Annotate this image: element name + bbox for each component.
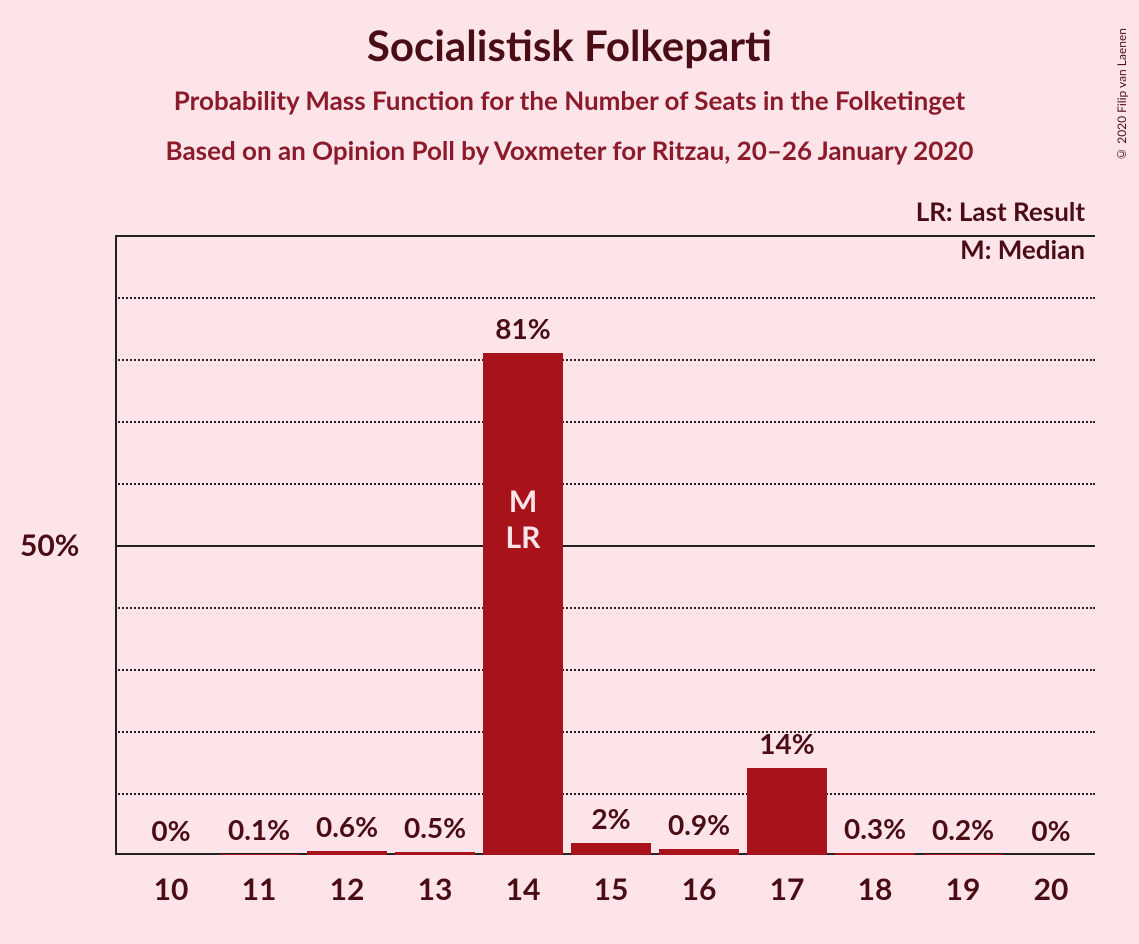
bar [835,853,915,855]
bar-value-label: 0% [151,813,190,847]
grid-line-minor [115,607,1095,609]
grid-line-minor [115,669,1095,671]
grid-line-minor [115,483,1095,485]
grid-line-minor [115,421,1095,423]
x-axis-tick-label: 18 [858,871,893,907]
bar-value-label: 0.2% [932,812,994,846]
bar [747,768,827,855]
y-axis-label-50: 50% [20,527,79,563]
chart-subtitle-2: Based on an Opinion Poll by Voxmeter for… [0,134,1139,166]
grid-line-minor [115,359,1095,361]
x-axis-tick-label: 13 [418,871,453,907]
median-lr-marker: MLR [506,483,541,555]
x-axis-tick-label: 15 [594,871,629,907]
chart-main-title: Socialistisk Folkeparti [0,20,1139,70]
bar-value-label: 0.3% [844,811,906,845]
bar [571,843,651,855]
bar-value-label: 0% [1031,813,1070,847]
copyright-text: © 2020 Filip van Laenen [1114,28,1129,162]
bar [395,852,475,855]
x-axis-tick-label: 19 [946,871,981,907]
bar-value-label: 0.5% [404,810,466,844]
x-axis-tick-label: 12 [330,871,365,907]
bar-value-label: 0.6% [316,809,378,843]
x-axis-tick-label: 16 [682,871,717,907]
x-axis-tick-label: 17 [770,871,805,907]
bar-value-label: 0.1% [228,812,290,846]
bar [483,353,563,855]
grid-line-minor [115,731,1095,733]
chart-plot-area: 0%0.1%0.6%0.5%81%2%0.9%14%0.3%0.2%0%MLR … [115,235,1095,855]
x-axis-tick-label: 20 [1034,871,1069,907]
grid-line-major [115,545,1095,547]
legend-lr: LR: Last Result [916,195,1085,227]
bar [307,851,387,855]
bar-value-label: 14% [759,726,814,760]
bar [923,854,1003,855]
grid-line-minor [115,297,1095,299]
grid-line-minor [115,793,1095,795]
x-axis-tick-label: 10 [154,871,189,907]
chart-subtitle-1: Probability Mass Function for the Number… [0,84,1139,116]
bar-value-label: 2% [591,801,630,835]
bar [659,849,739,855]
bar-value-label: 81% [495,311,550,345]
legend-m: M: Median [960,233,1085,265]
bar-value-label: 0.9% [668,807,730,841]
bar [219,854,299,855]
x-axis-tick-label: 11 [242,871,277,907]
x-axis-tick-label: 14 [506,871,541,907]
grid-line-major [115,235,1095,237]
